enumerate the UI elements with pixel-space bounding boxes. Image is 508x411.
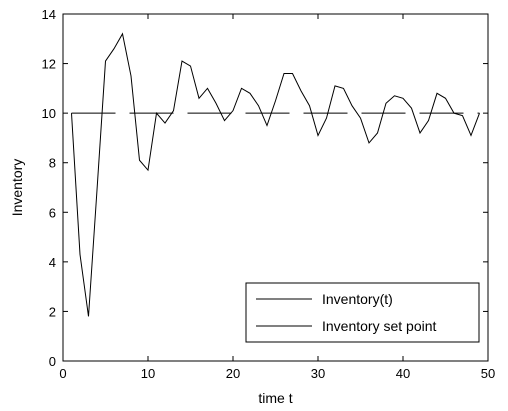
y-axis-label: Inventory [9, 159, 25, 217]
legend-label-1: Inventory set point [322, 318, 437, 334]
y-tick-label: 0 [49, 354, 56, 369]
axes-frame [62, 13, 489, 362]
y-tick-label: 2 [49, 304, 56, 319]
x-tick-label: 30 [311, 366, 325, 381]
series-line-inventory [71, 32, 480, 317]
axes [62, 13, 489, 362]
x-tick-label: 50 [481, 366, 495, 381]
y-tick-label: 10 [42, 106, 56, 121]
series-layer [71, 32, 480, 317]
legend-label-0: Inventory(t) [322, 291, 393, 307]
y-tick-label: 12 [42, 57, 56, 72]
x-axis-label: time t [258, 390, 292, 406]
legend-box [245, 282, 480, 343]
ticks: 0 10 20 30 40 50 0 2 4 6 8 10 12 14 [42, 7, 496, 381]
y-tick-label: 4 [49, 255, 56, 270]
legend: Inventory(t) Inventory set point [245, 282, 480, 343]
y-tick-label: 14 [42, 7, 56, 22]
x-tick-label: 10 [141, 366, 155, 381]
y-tick-label: 8 [49, 156, 56, 171]
x-tick-label: 20 [226, 366, 240, 381]
x-tick-label: 0 [59, 366, 66, 381]
x-tick-label: 40 [396, 366, 410, 381]
y-tick-label: 6 [49, 205, 56, 220]
